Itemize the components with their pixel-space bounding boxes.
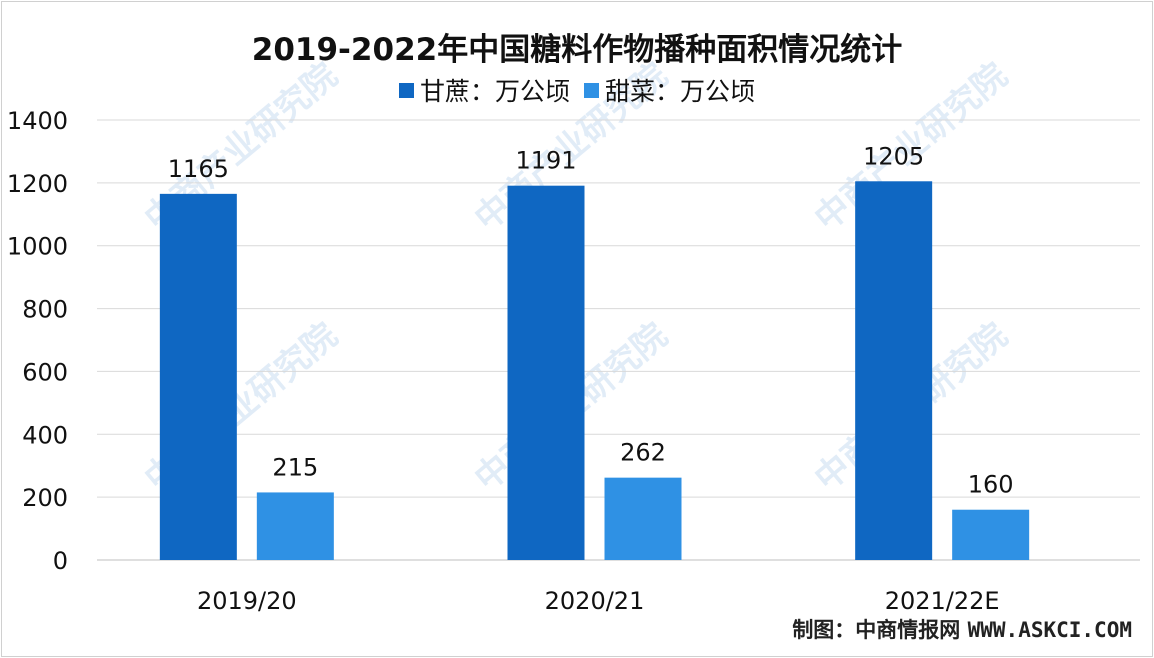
chart-legend: 甘蔗：万公顷 甜菜：万公顷: [0, 72, 1154, 108]
x-tick-label: 2020/21: [545, 587, 645, 615]
data-label: 1191: [515, 147, 576, 175]
source-credit: 制图：中商情报网 WWW.ASKCI.COM: [792, 614, 1132, 644]
y-tick-label: 1000: [7, 233, 68, 261]
data-label: 215: [272, 453, 318, 481]
source-label: 制图：中商情报网: [792, 618, 961, 642]
data-label: 262: [620, 439, 666, 467]
bar: [507, 185, 585, 560]
y-tick-label: 1200: [7, 170, 68, 198]
bar: [159, 193, 237, 560]
y-tick-label: 800: [22, 296, 68, 324]
bar: [855, 181, 933, 561]
y-tick-label: 400: [22, 421, 68, 449]
y-tick-label: 600: [22, 358, 68, 386]
y-tick-label: 200: [22, 484, 68, 512]
legend-swatch-sugarbeet: [584, 82, 599, 98]
bar: [256, 492, 334, 560]
legend-swatch-sugarcane: [398, 82, 414, 98]
bar: [952, 509, 1030, 560]
y-tick-label: 1400: [7, 107, 68, 135]
data-label: 1165: [168, 155, 229, 183]
x-tick-label: 2021/22E: [885, 587, 1000, 615]
chart-title: 2019-2022年中国糖料作物播种面积情况统计: [251, 32, 903, 68]
x-tick-label: 2019/20: [197, 587, 297, 615]
data-label: 160: [968, 471, 1014, 499]
source-url: WWW.ASKCI.COM: [967, 618, 1132, 642]
legend-label-sugarcane: 甘蔗：万公顷: [419, 77, 570, 106]
y-tick-label: 0: [53, 547, 68, 575]
legend-item-sugarcane: 甘蔗：万公顷: [398, 72, 570, 108]
data-label: 1205: [863, 142, 924, 170]
bar: [604, 477, 682, 560]
legend-label-sugarbeet: 甜菜：万公顷: [605, 77, 756, 106]
legend-item-sugarbeet: 甜菜：万公顷: [584, 72, 755, 108]
